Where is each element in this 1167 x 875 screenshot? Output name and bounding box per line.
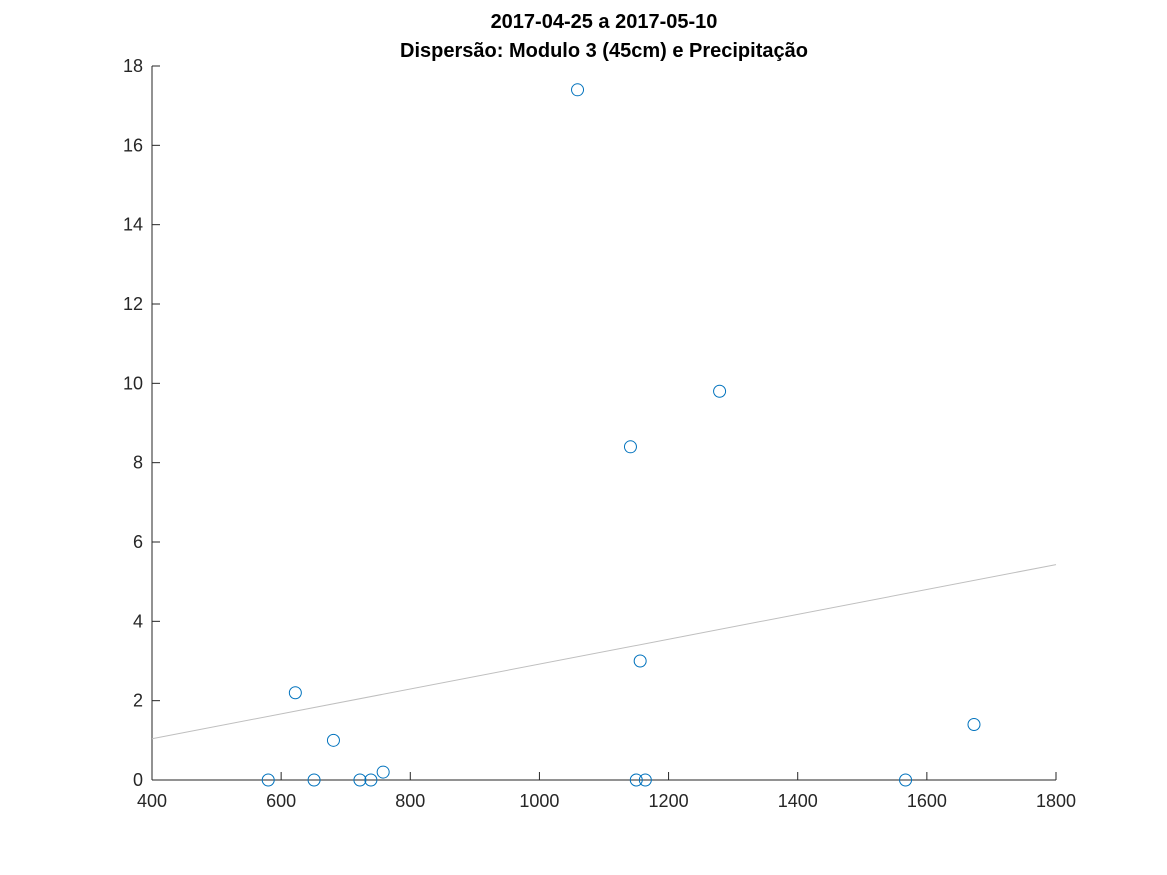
data-point bbox=[713, 384, 727, 398]
x-ticks: 400 600 800 1000 1200 1400 1600 1800 bbox=[137, 772, 1076, 811]
data-point bbox=[261, 773, 275, 787]
y-tick-label: 10 bbox=[123, 373, 143, 393]
data-point bbox=[571, 83, 585, 97]
data-point bbox=[629, 773, 643, 787]
y-tick-label: 14 bbox=[123, 215, 143, 235]
data-point bbox=[364, 773, 378, 787]
x-tick-label: 1400 bbox=[778, 791, 818, 811]
y-tick-label: 8 bbox=[133, 453, 143, 473]
y-ticks: 0 2 4 6 8 10 12 14 16 18 bbox=[123, 56, 160, 790]
data-point bbox=[376, 765, 390, 779]
y-tick-label: 16 bbox=[123, 135, 143, 155]
x-tick-label: 1600 bbox=[907, 791, 947, 811]
chart-title: 2017-04-25 a 2017-05-10 bbox=[491, 11, 718, 33]
axes bbox=[151, 66, 1056, 781]
x-tick-label: 600 bbox=[266, 791, 296, 811]
data-point bbox=[967, 717, 981, 731]
y-tick-label: 0 bbox=[133, 770, 143, 790]
data-point bbox=[623, 440, 637, 454]
chart-subtitle: Dispersão: Modulo 3 (45cm) e Precipitaçã… bbox=[400, 40, 808, 62]
data-point bbox=[353, 773, 367, 787]
x-tick-label: 1800 bbox=[1036, 791, 1076, 811]
data-point bbox=[326, 733, 340, 747]
y-tick-label: 6 bbox=[133, 532, 143, 552]
y-tick-label: 2 bbox=[133, 691, 143, 711]
data-point bbox=[899, 773, 913, 787]
trendline-layer bbox=[151, 564, 1057, 740]
y-tick-label: 12 bbox=[123, 294, 143, 314]
data-point bbox=[638, 773, 652, 787]
x-tick-label: 1000 bbox=[519, 791, 559, 811]
points-layer bbox=[261, 83, 981, 787]
y-tick-label: 4 bbox=[133, 611, 143, 631]
data-point bbox=[633, 654, 647, 668]
x-tick-label: 800 bbox=[395, 791, 425, 811]
x-tick-label: 400 bbox=[137, 791, 167, 811]
trendline bbox=[151, 564, 1057, 740]
x-tick-label: 1200 bbox=[649, 791, 689, 811]
y-tick-label: 18 bbox=[123, 56, 143, 76]
data-point bbox=[307, 773, 321, 787]
data-point bbox=[288, 686, 302, 700]
